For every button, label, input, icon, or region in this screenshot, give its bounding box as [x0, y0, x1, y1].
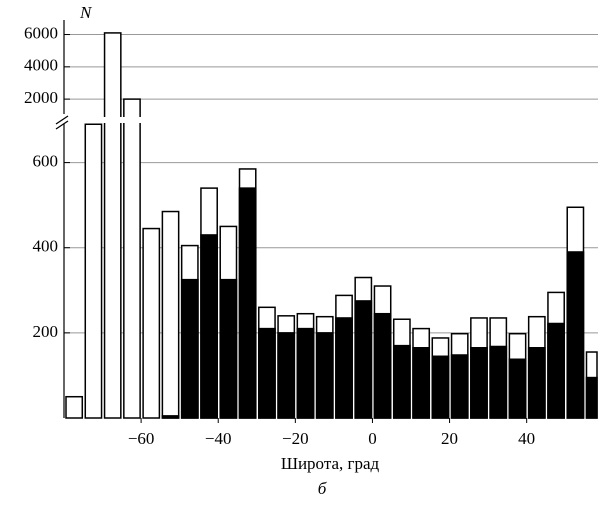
y-tick-label: 400 — [33, 237, 59, 256]
bar — [180, 278, 199, 419]
bar — [412, 347, 431, 419]
bar — [65, 395, 84, 419]
bar — [219, 278, 238, 419]
bar — [450, 354, 469, 419]
bar — [103, 32, 122, 419]
x-tick-label: −20 — [282, 429, 309, 448]
bar — [123, 98, 141, 419]
bar — [315, 332, 334, 419]
axis-break — [55, 120, 69, 130]
y-axis-label: N — [79, 3, 93, 22]
bar — [527, 347, 546, 419]
bar — [431, 355, 450, 419]
bar — [142, 227, 161, 419]
y-tick-label: 200 — [33, 322, 59, 341]
x-tick-label: −60 — [128, 429, 155, 448]
bar — [84, 123, 103, 419]
y-tick-label: 2000 — [24, 88, 58, 107]
axis-break — [55, 115, 69, 125]
bar — [489, 345, 508, 419]
bar — [470, 347, 488, 419]
bar — [161, 415, 180, 419]
bar — [354, 300, 373, 419]
bar — [200, 234, 218, 419]
y-tick-label: 4000 — [24, 56, 58, 75]
bar — [296, 327, 315, 419]
bar — [335, 317, 353, 419]
bar — [258, 327, 276, 419]
x-tick-label: 40 — [518, 429, 535, 448]
x-axis-label: Широта, град — [281, 454, 380, 473]
bar — [508, 358, 527, 419]
bar — [392, 344, 411, 419]
x-tick-label: 20 — [441, 429, 458, 448]
caption: б — [318, 479, 327, 498]
x-tick-label: 0 — [368, 429, 377, 448]
bar — [373, 312, 392, 419]
bar — [238, 187, 257, 419]
y-tick-label: 600 — [33, 151, 59, 170]
bar — [161, 210, 180, 419]
bar — [277, 332, 296, 419]
bar — [585, 376, 598, 419]
axis-break-gap — [52, 117, 142, 123]
bar — [566, 251, 585, 419]
y-tick-label: 6000 — [24, 23, 58, 42]
bar — [547, 322, 565, 419]
x-tick-label: −40 — [205, 429, 232, 448]
